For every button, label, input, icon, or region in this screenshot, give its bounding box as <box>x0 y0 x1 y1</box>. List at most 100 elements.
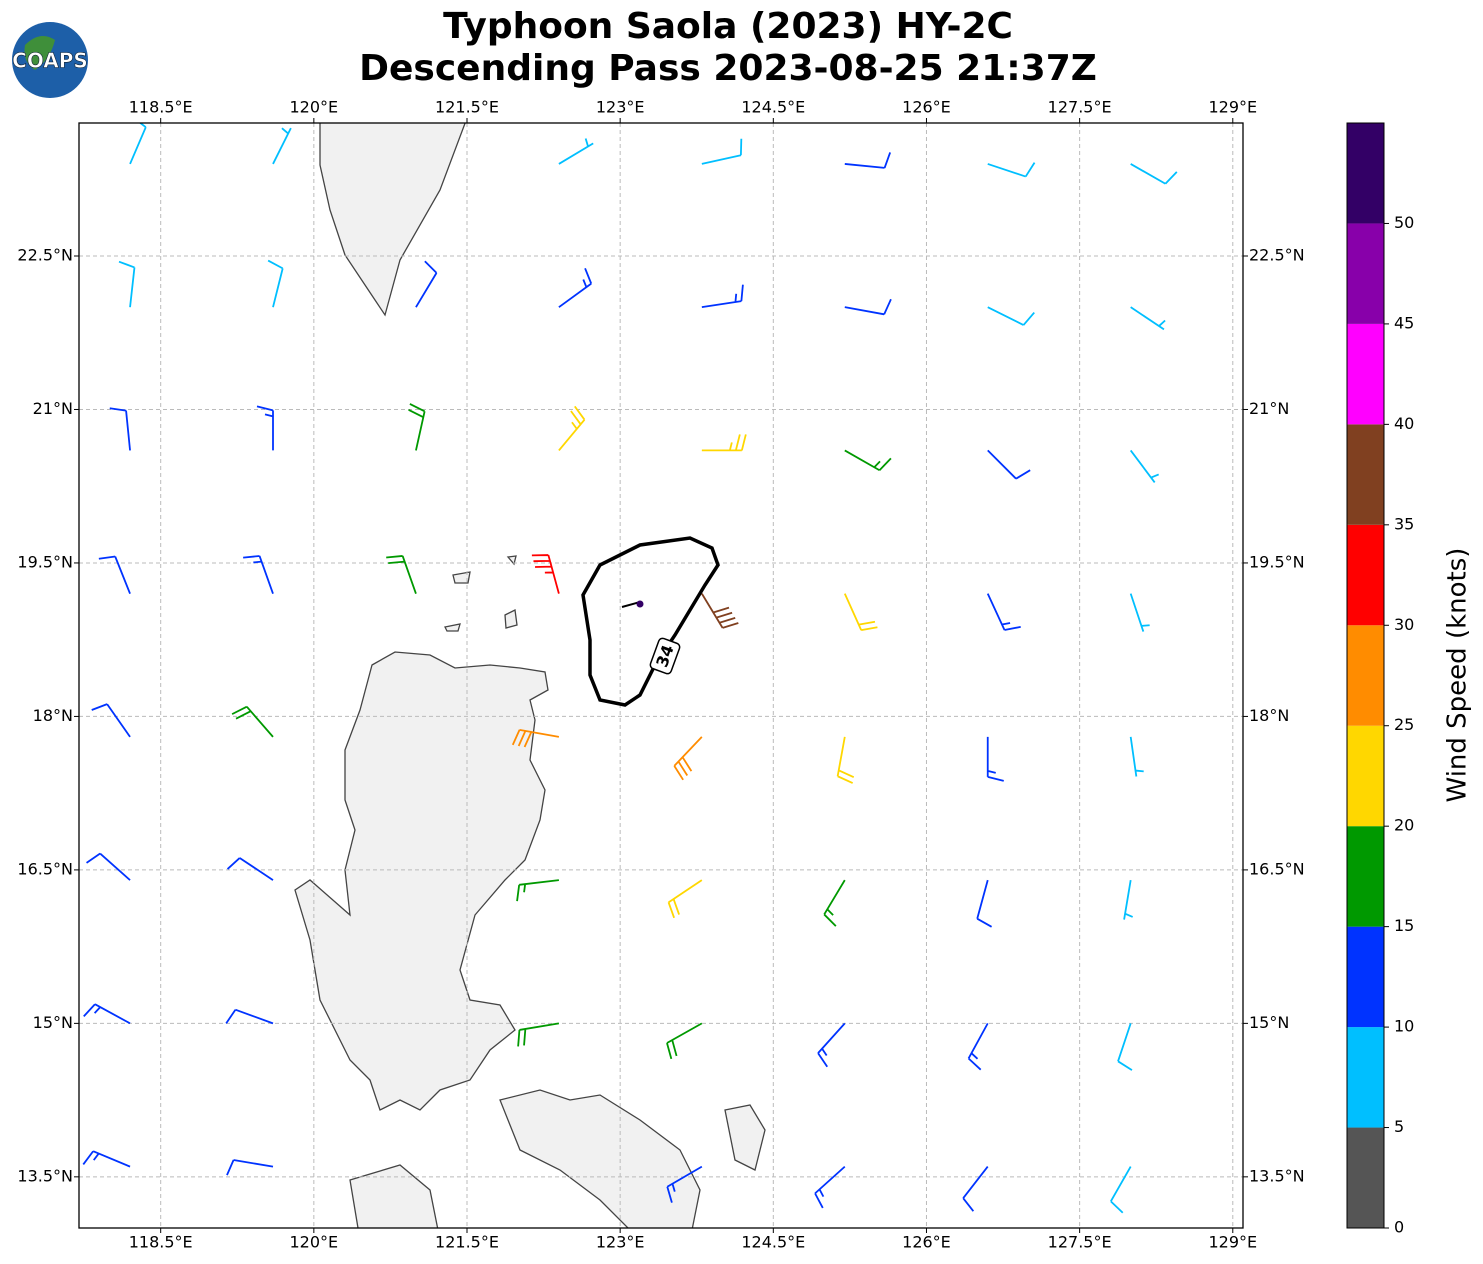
wind-barb <box>701 434 747 452</box>
wind-barb <box>516 879 560 902</box>
wind-barb <box>962 1166 989 1212</box>
colorbar-tick-label: 45 <box>1394 313 1414 332</box>
map-frame <box>78 122 1244 1229</box>
colorbar-segment <box>1347 725 1384 827</box>
bicol <box>499 1089 701 1228</box>
colorbar-tick-label: 40 <box>1394 414 1414 433</box>
colorbar-tick-label: 30 <box>1394 615 1414 634</box>
wind-barb <box>844 298 892 316</box>
contour-34kt <box>581 536 720 707</box>
x-tick-label: 123°E <box>596 1233 645 1252</box>
y-tick-label: 21°N <box>1249 399 1289 418</box>
storm-center-dot <box>636 600 644 608</box>
mindoro <box>349 1164 439 1228</box>
wind-barb <box>386 555 417 594</box>
wind-barb <box>976 879 993 928</box>
colorbar: 0 5 10 15 20 25 30 35 40 45 50 <box>1346 122 1414 1237</box>
grid-layer: 118.5°E 118.5°E 120°E 120°E 121.5°E 121.5°E 12… <box>17 98 1304 1252</box>
colorbar-segment <box>1347 524 1384 626</box>
x-tick-label: 124.5°E <box>741 98 805 117</box>
wind-barb <box>129 123 147 165</box>
x-tick-label: 123°E <box>596 98 645 117</box>
wind-barb <box>967 1022 989 1071</box>
wind-barb <box>987 449 1031 480</box>
wind-barb <box>118 260 136 308</box>
wind-barb <box>267 259 284 308</box>
taiwan <box>319 123 466 317</box>
colorbar-segment <box>1347 826 1384 927</box>
colorbar-tick-label: 25 <box>1394 715 1414 734</box>
colorbar-segment <box>1347 123 1384 224</box>
wind-barb <box>1130 306 1166 331</box>
colorbar-segment <box>1347 323 1384 425</box>
wind-barb <box>673 736 703 781</box>
wind-barb <box>98 555 131 594</box>
wind-barb <box>987 306 1035 326</box>
luzon <box>294 651 549 1111</box>
x-tick-label: 126°E <box>902 1233 951 1252</box>
wind-barb <box>225 1008 274 1025</box>
wind-barb <box>986 593 1021 631</box>
wind-barb <box>511 728 560 748</box>
y-tick-label: 13.5°N <box>1249 1166 1305 1185</box>
y-tick-label: 19.5°N <box>1249 552 1305 571</box>
wind-barb <box>83 1003 131 1025</box>
y-tick-label: 21°N <box>33 399 73 418</box>
wind-barb <box>1129 593 1150 632</box>
wind-barb <box>986 736 1004 782</box>
wind-barb <box>667 879 703 919</box>
x-tick-label: 129°E <box>1208 98 1257 117</box>
colorbar-segment <box>1347 223 1384 324</box>
wind-barb <box>82 1150 131 1168</box>
wind-barb <box>1129 736 1144 777</box>
y-tick-label: 15°N <box>33 1013 73 1032</box>
y-tick-label: 16.5°N <box>17 859 73 878</box>
wind-barb <box>226 1159 274 1176</box>
colorbar-tick-label: 35 <box>1394 514 1414 533</box>
colorbar-segment <box>1347 1027 1384 1128</box>
wind-barb <box>91 703 131 738</box>
chart-subtitle: Descending Pass 2023-08-25 21:37Z <box>359 48 1097 89</box>
x-tick-label: 124.5°E <box>741 1233 805 1252</box>
wind-barb <box>517 1022 560 1047</box>
wind-barb <box>272 127 292 165</box>
wind-barb <box>836 736 855 784</box>
wind-barb <box>558 268 593 308</box>
y-tick-label: 19.5°N <box>17 552 73 571</box>
catanduanes <box>724 1104 766 1171</box>
babuyan-islands <box>444 555 518 632</box>
logo-land <box>24 36 55 70</box>
chart-title: Typhoon Saola (2023) HY-2C <box>443 6 1013 47</box>
colorbar-frame <box>1346 122 1385 1229</box>
wind-barb <box>86 852 131 881</box>
y-tick-label: 15°N <box>1249 1013 1289 1032</box>
wind-barb <box>109 407 131 451</box>
y-tick-label: 22.5°N <box>1249 246 1305 265</box>
wind-barb <box>256 405 274 451</box>
wind-barb <box>1129 449 1160 483</box>
x-tick-label: 121.5°E <box>435 98 499 117</box>
x-tick-label: 118.5°E <box>129 98 193 117</box>
colorbar-tick-label: 0 <box>1394 1218 1404 1237</box>
wind-barb <box>243 555 274 594</box>
x-tick-label: 120°E <box>290 98 339 117</box>
wind-barb <box>823 879 846 927</box>
wind-barb <box>231 705 274 738</box>
wind-barb <box>1117 1023 1133 1071</box>
wind-barb <box>226 857 274 881</box>
wind-barb <box>701 593 739 629</box>
wind-barb <box>1123 879 1134 920</box>
wind-barb <box>531 554 560 594</box>
wind-barb <box>666 1165 703 1203</box>
y-tick-label: 16.5°N <box>1249 859 1305 878</box>
wind-barb <box>844 152 892 169</box>
x-tick-label: 120°E <box>290 1233 339 1252</box>
wind-barb <box>1130 163 1178 185</box>
colorbar-tick-label: 50 <box>1394 213 1414 232</box>
basemap <box>294 123 766 1228</box>
colorbar-segment <box>1347 625 1384 726</box>
wind-barb <box>987 162 1036 178</box>
logo: COAPS <box>12 22 88 98</box>
colorbar-segment <box>1347 1127 1384 1228</box>
